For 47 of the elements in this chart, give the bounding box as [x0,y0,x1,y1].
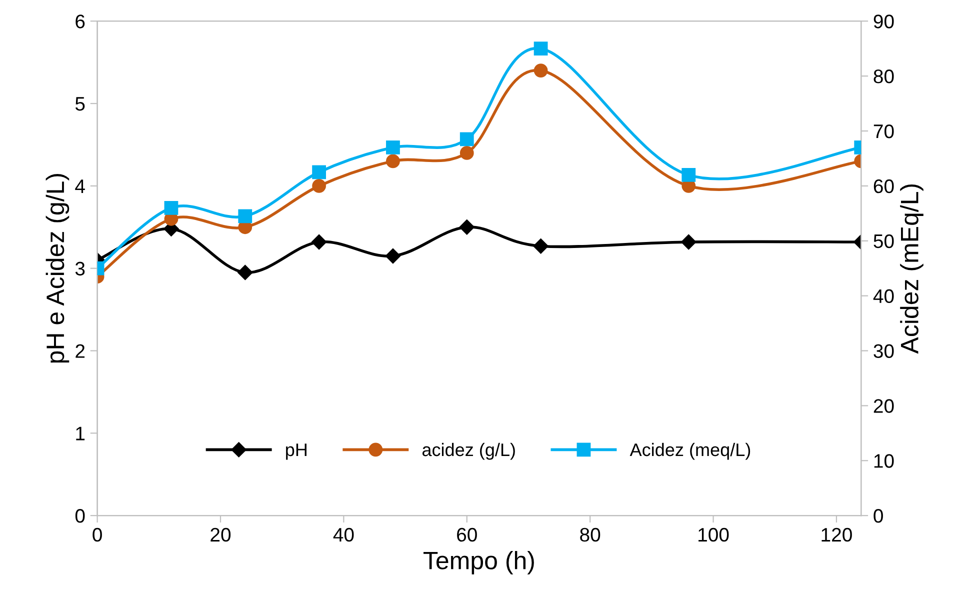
point [534,42,548,56]
x-tick-label: 0 [92,528,102,542]
y-tick-label: 0 [75,509,85,523]
y2-tick-label: 40 [873,289,894,304]
point [385,248,401,264]
x-tick-label: 40 [333,528,354,542]
x-tick-label: 80 [580,528,600,542]
point [386,154,400,168]
y2-tick-label: 60 [874,179,894,194]
point [459,220,474,235]
y-tick-label: 5 [75,97,85,111]
x-tick-label: 60 [457,528,477,542]
y-tick-label: 1 [76,426,85,440]
legend-label: acidez (g/L) [422,442,515,460]
point [533,238,548,254]
x-tick-label: 120 [822,528,852,542]
y2-axis-title: Acidez (mEq/L) [900,184,924,354]
point [682,168,696,182]
point [238,209,252,224]
x-tick-label: 20 [210,528,231,542]
point [164,200,178,215]
y-tick-label: 4 [75,180,85,193]
y2-tick-label: 80 [874,70,894,84]
y2-tick-label: 70 [874,124,894,138]
y2-tick-label: 30 [874,344,894,358]
point [460,146,474,160]
point [312,165,326,180]
point [460,132,474,146]
y-tick-label: 6 [76,14,85,28]
legend-label: pH [286,444,306,460]
point [311,234,327,250]
y2-tick-label: 10 [874,454,894,468]
y2-tick-label: 20 [874,399,894,413]
y-tick-label: 3 [75,262,85,276]
point [386,140,400,154]
x-tick-label: 100 [698,528,729,542]
legend-label: Acidez (meq/L) [630,442,750,460]
point [238,264,253,280]
x-axis-title: Tempo (h) [424,551,534,574]
point [534,64,548,78]
point [681,234,696,250]
y-axis-title: pH e Acidez (g/L) [46,174,70,363]
y2-tick-label: 50 [874,234,894,248]
point [312,178,326,193]
y2-tick-label: 0 [874,509,883,523]
y2-tick-label: 90 [874,14,894,28]
y-tick-label: 2 [76,344,85,358]
